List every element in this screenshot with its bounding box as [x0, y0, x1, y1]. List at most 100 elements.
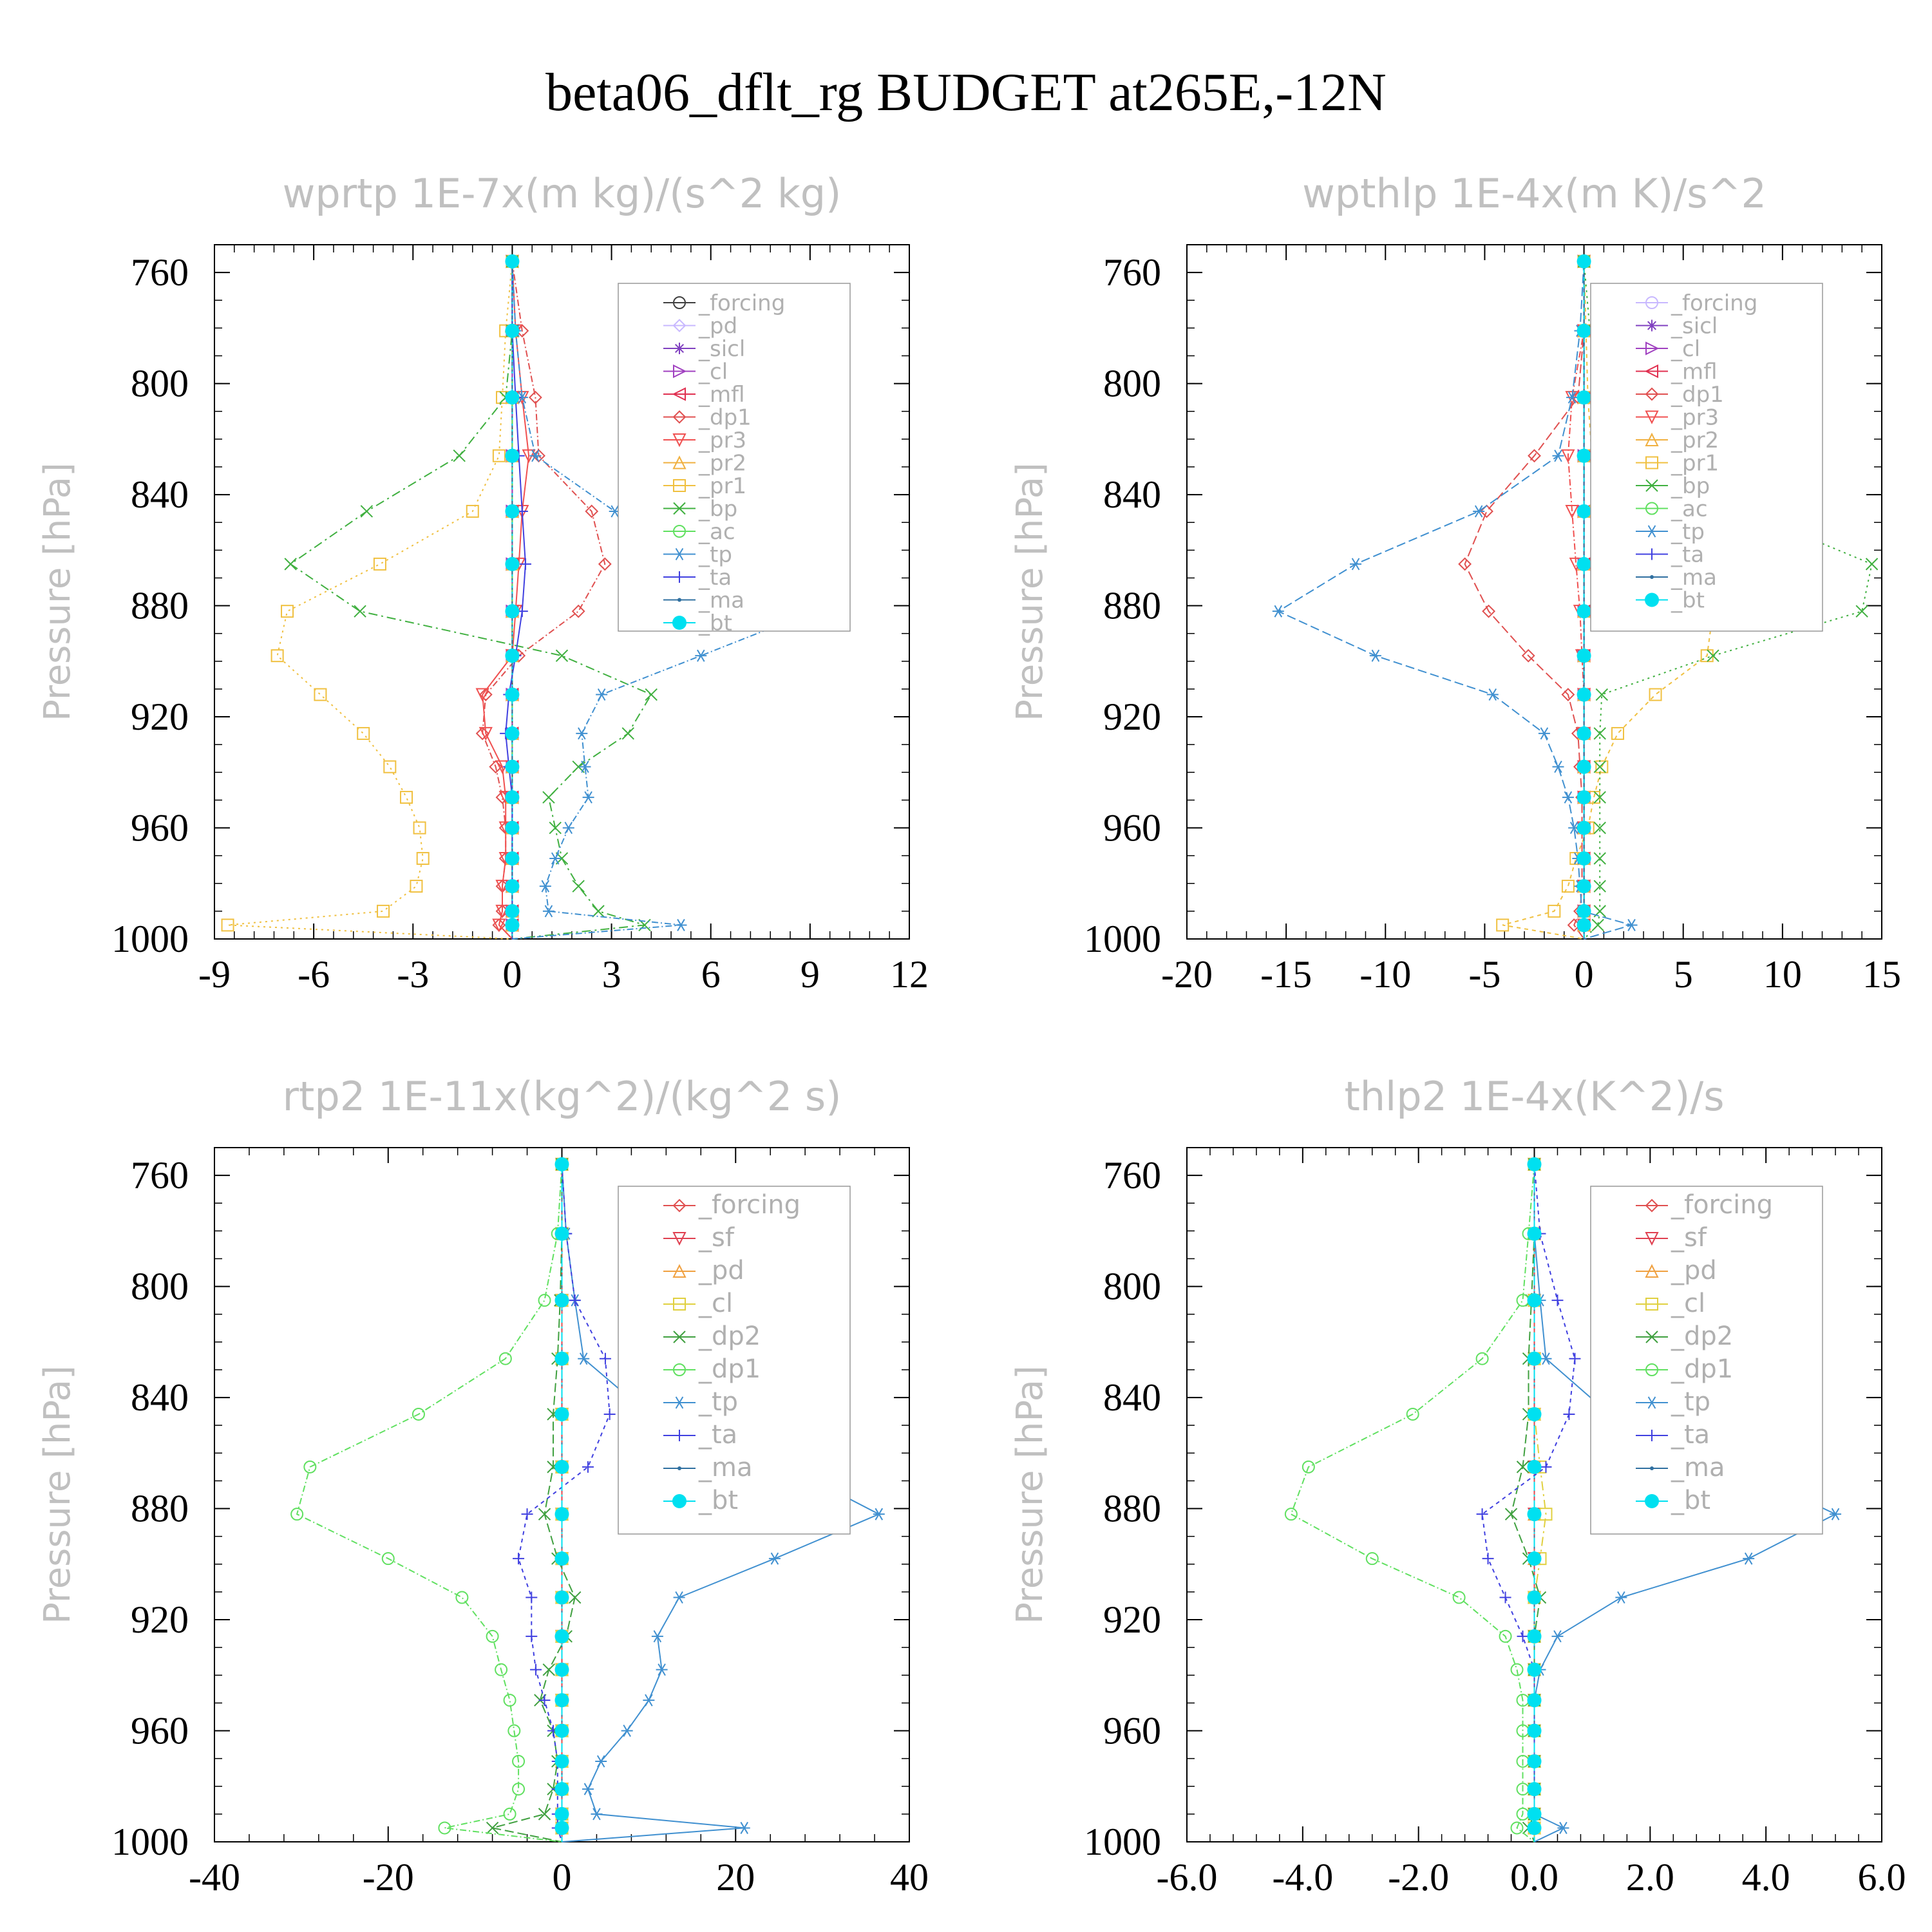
marker — [1473, 505, 1485, 518]
legend-entry: _pr2 — [1671, 428, 1719, 453]
marker — [505, 790, 520, 805]
marker — [1527, 1406, 1542, 1421]
marker — [1496, 918, 1510, 932]
x-tick-label: 40 — [890, 1856, 929, 1899]
marker — [1649, 688, 1662, 701]
legend-entry: _bt — [1671, 588, 1705, 614]
marker — [673, 525, 686, 538]
marker — [1527, 1821, 1542, 1835]
series-bp — [284, 255, 658, 940]
marker — [290, 1508, 304, 1521]
marker — [505, 879, 520, 894]
marker — [674, 547, 685, 561]
marker — [1527, 1351, 1542, 1366]
y-tick-label: 960 — [1103, 1710, 1161, 1752]
marker — [1645, 1363, 1658, 1376]
legend-entry: _cl — [698, 359, 728, 385]
marker — [542, 1663, 555, 1676]
y-tick-label: 960 — [131, 807, 189, 849]
series-line — [482, 261, 530, 940]
series-bt — [505, 254, 520, 939]
series-line — [1290, 1164, 1535, 1842]
legend-entry: _ma — [1671, 1453, 1725, 1482]
marker — [505, 504, 520, 518]
legend-entry: _tp — [698, 1387, 738, 1417]
marker — [1865, 558, 1879, 571]
marker — [303, 1460, 317, 1473]
x-tick-label: -40 — [189, 1856, 240, 1899]
marker — [554, 1821, 569, 1835]
marker — [1452, 1591, 1466, 1604]
marker — [1527, 1507, 1542, 1522]
marker — [512, 1783, 526, 1796]
legend-entry: _cl — [1671, 1289, 1705, 1318]
marker — [677, 1466, 681, 1470]
marker — [1593, 852, 1606, 865]
marker — [478, 688, 493, 701]
series-line — [1481, 1164, 1576, 1842]
marker — [1527, 1459, 1542, 1474]
legend-entry: _dp2 — [1671, 1321, 1733, 1351]
y-tick-label: 840 — [1103, 1376, 1161, 1419]
series-ta — [513, 1158, 616, 1842]
marker — [1527, 1293, 1542, 1308]
marker — [1646, 548, 1658, 560]
series-ta — [1476, 1158, 1581, 1842]
y-tick-label: 760 — [1103, 251, 1161, 294]
marker — [672, 1232, 687, 1246]
marker — [579, 761, 591, 773]
x-tick-label: 0 — [502, 953, 522, 996]
series-line — [1464, 261, 1585, 940]
marker — [673, 1298, 686, 1311]
marker — [1563, 1408, 1575, 1420]
y-tick-label: 800 — [131, 363, 189, 405]
panel-title: wprtp 1E-7x(m kg)/(s^2 kg) — [283, 170, 842, 217]
legend-entry: _bt — [698, 1486, 738, 1515]
series-pr3 — [1561, 254, 1591, 939]
marker — [1644, 364, 1658, 379]
marker — [1561, 449, 1575, 463]
x-tick-label: -20 — [1161, 953, 1213, 996]
legend-entry: _ma — [698, 1453, 752, 1482]
legend-entry: _dp1 — [1671, 1354, 1733, 1384]
x-tick-label: -3 — [397, 953, 429, 996]
y-tick-label: 920 — [131, 1598, 189, 1641]
x-tick-label: -10 — [1359, 953, 1411, 996]
marker — [1577, 254, 1591, 269]
marker — [489, 760, 503, 774]
x-tick-label: 6.0 — [1858, 1856, 1906, 1899]
marker — [455, 1591, 469, 1604]
legend-entry: _bt — [1671, 1486, 1710, 1515]
legend-entry: _sf — [698, 1223, 735, 1253]
marker — [554, 1662, 569, 1677]
marker — [505, 918, 520, 933]
y-tick-label: 760 — [131, 251, 189, 294]
legend-entry: _ta — [1671, 1420, 1710, 1450]
series-line — [1510, 1164, 1541, 1842]
marker — [672, 410, 687, 424]
marker — [1482, 1553, 1494, 1565]
marker — [672, 455, 687, 469]
marker — [1645, 1198, 1659, 1213]
marker — [519, 558, 531, 570]
marker — [873, 1508, 885, 1520]
marker — [674, 343, 685, 354]
x-tick-label: -2.0 — [1388, 1856, 1449, 1899]
marker — [1521, 649, 1535, 663]
series-tp — [506, 255, 819, 940]
marker — [354, 605, 366, 618]
marker — [1593, 791, 1606, 804]
marker — [554, 1459, 569, 1474]
y-tick-label: 920 — [131, 696, 189, 738]
marker — [1499, 1629, 1512, 1643]
marker — [672, 319, 687, 332]
marker — [505, 323, 520, 338]
marker — [768, 1552, 781, 1565]
marker — [651, 1630, 663, 1643]
marker — [1566, 391, 1578, 404]
marker — [1577, 904, 1591, 918]
marker — [1611, 726, 1624, 740]
marker — [554, 1406, 569, 1421]
series-dp2 — [1504, 1158, 1547, 1842]
marker — [621, 727, 634, 740]
